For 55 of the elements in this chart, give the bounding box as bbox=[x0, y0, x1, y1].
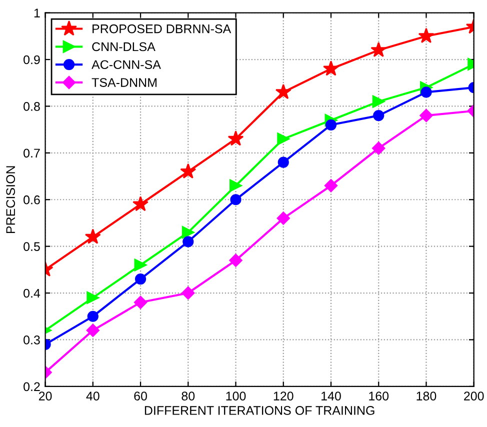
point bbox=[325, 119, 337, 130]
legend-label: AC-CNN-SA bbox=[92, 60, 161, 70]
point bbox=[276, 212, 290, 225]
point bbox=[87, 310, 98, 322]
point bbox=[182, 286, 195, 300]
point bbox=[134, 273, 146, 285]
point bbox=[84, 228, 101, 244]
point bbox=[86, 324, 100, 337]
point bbox=[372, 142, 386, 155]
y-tick-label: 0.3 bbox=[24, 336, 40, 344]
legend-label: PROPOSED DBRNN-SA bbox=[92, 24, 232, 34]
point bbox=[180, 163, 196, 178]
y-tick-label: 0.5 bbox=[24, 242, 40, 251]
point bbox=[229, 254, 242, 267]
point bbox=[228, 130, 244, 146]
y-tick-label: 1 bbox=[34, 8, 40, 18]
x-tick-label: 80 bbox=[182, 392, 195, 400]
point bbox=[132, 196, 148, 212]
point bbox=[277, 132, 290, 146]
y-tick-label: 0.8 bbox=[24, 102, 40, 111]
x-tick-label: 60 bbox=[134, 392, 147, 400]
y-tick-label: 0.2 bbox=[24, 382, 40, 392]
point bbox=[134, 258, 147, 272]
x-tick-label: 180 bbox=[416, 392, 436, 400]
point bbox=[420, 86, 432, 98]
legend-label: CNN-DLSA bbox=[92, 42, 156, 52]
y-tick-label: 0.4 bbox=[24, 288, 40, 298]
y-tick-label: 0.6 bbox=[24, 195, 40, 204]
point bbox=[324, 179, 338, 192]
x-tick-label: 140 bbox=[322, 392, 341, 400]
point bbox=[373, 110, 384, 122]
point bbox=[230, 194, 242, 206]
y-tick-label: 0.9 bbox=[24, 55, 40, 64]
y-tick-label: 0.7 bbox=[24, 148, 40, 158]
x-tick-label: 160 bbox=[369, 392, 389, 400]
x-tick-label: 120 bbox=[274, 392, 294, 400]
point bbox=[275, 84, 292, 100]
point bbox=[278, 156, 289, 168]
point bbox=[86, 291, 100, 304]
point bbox=[370, 42, 387, 58]
x-tick-label: 100 bbox=[226, 392, 246, 400]
point bbox=[230, 179, 242, 192]
legend-label: TSA-DNNM bbox=[92, 78, 156, 87]
point bbox=[134, 296, 148, 309]
x-tick-label: 20 bbox=[38, 392, 52, 400]
point bbox=[372, 95, 385, 108]
point bbox=[420, 108, 433, 122]
point bbox=[323, 60, 339, 76]
y-axis-title: PRECISION bbox=[6, 166, 16, 233]
x-tick-label: 200 bbox=[464, 392, 484, 400]
x-tick-label: 40 bbox=[86, 392, 100, 400]
point bbox=[182, 226, 194, 239]
point bbox=[418, 28, 434, 44]
point bbox=[182, 236, 194, 248]
x-axis-title: DIFFERENT ITERATIONS OF TRAINING bbox=[144, 406, 374, 415]
